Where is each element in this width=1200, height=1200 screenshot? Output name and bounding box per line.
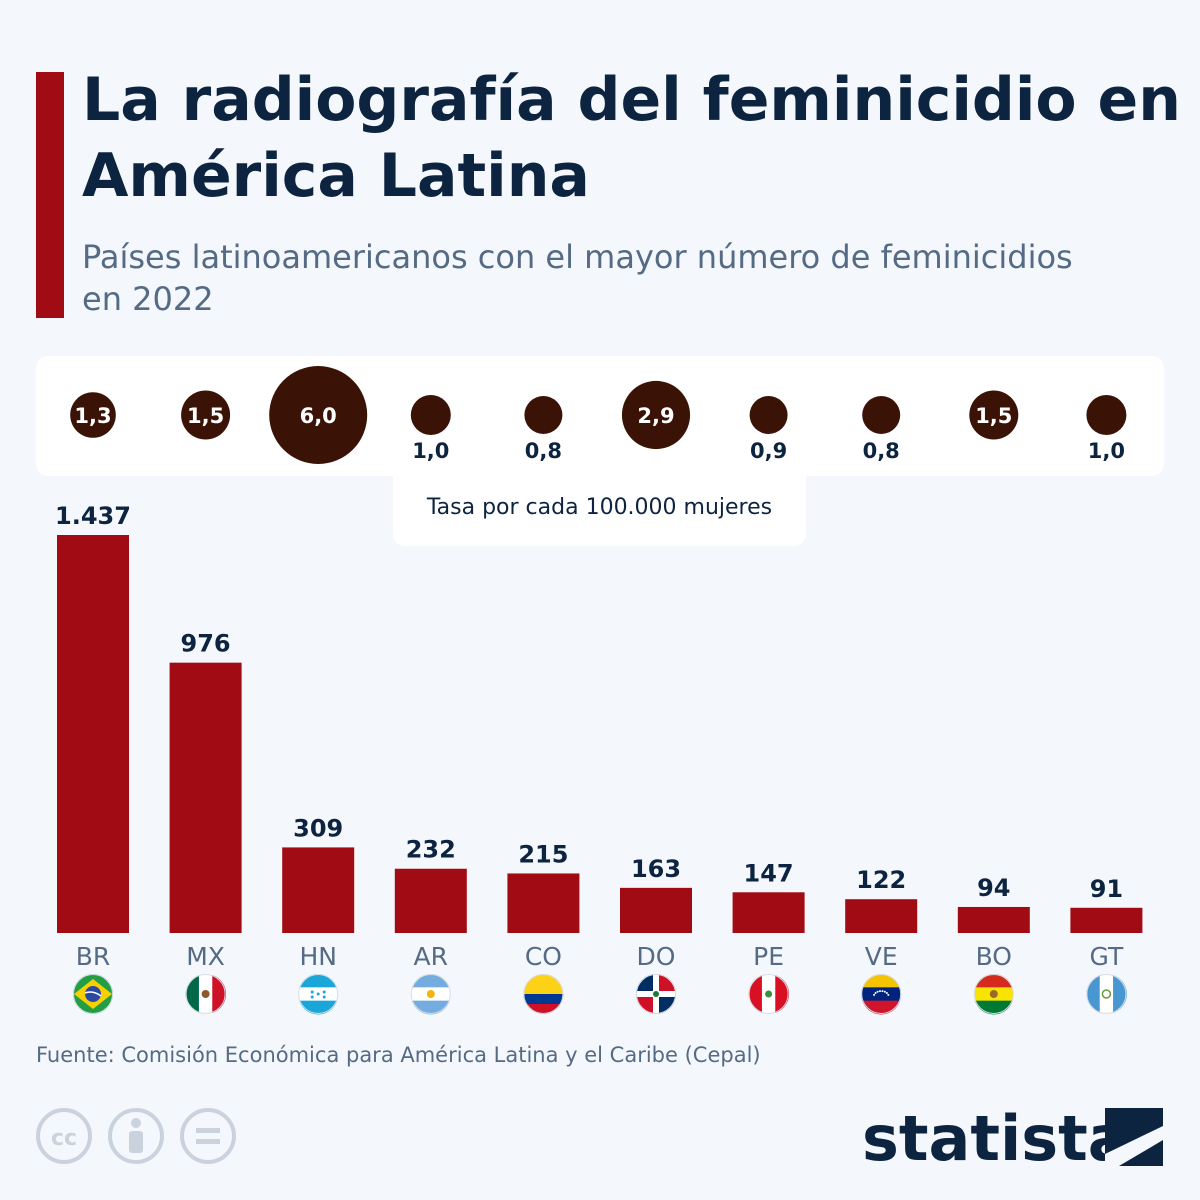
attribution-icon[interactable] [108, 1108, 164, 1164]
category-label-ve: VE [865, 942, 898, 971]
rate-bubble-do[interactable] [621, 380, 691, 450]
venezuela-flag-icon [861, 974, 902, 1015]
value-label-co: 215 [518, 840, 568, 868]
rate-label-pe: 0,9 [750, 439, 787, 463]
rate-label-hn: 6,0 [300, 404, 337, 428]
value-label-gt: 91 [1090, 875, 1123, 903]
rate-bubble-mx[interactable] [181, 390, 231, 440]
bar-pe[interactable] [732, 892, 805, 933]
brand-name: statista [862, 1102, 1130, 1175]
peru-flag-icon [748, 974, 790, 1014]
rate-bubble-ve[interactable] [862, 396, 901, 434]
rate-bubbles: 1,3 1,5 6,0 1,0 0,8 2,9 0,9 0,8 1,5 1,0 [70, 366, 1127, 464]
bar-chart: 1,3 1,5 6,0 1,0 0,8 2,9 0,9 0,8 1,5 1,0 1.437 BR 97… [55, 366, 1143, 1015]
bolivia-flag-icon [973, 974, 1014, 1015]
category-label-pe: PE [753, 942, 784, 971]
category-label-do: DO [637, 942, 676, 971]
category-label-co: CO [525, 942, 562, 971]
rate-label-co: 0,8 [525, 439, 562, 463]
category-label-mx: MX [186, 942, 225, 971]
svg-text:cc: cc [51, 1126, 77, 1151]
bar-co[interactable] [507, 873, 580, 933]
value-label-hn: 309 [293, 814, 343, 842]
argentina-flag-icon [410, 974, 451, 1015]
value-label-do: 163 [631, 855, 681, 883]
category-label-gt: GT [1090, 942, 1124, 971]
source-note: Fuente: Comisión Económica para América … [36, 1043, 761, 1067]
mexico-flag-icon [185, 974, 227, 1014]
statista-logo-icon [1105, 1108, 1163, 1166]
chart-subtitle: Países latinoamericanos con el mayor núm… [82, 238, 1073, 318]
bar-bo[interactable] [957, 906, 1030, 933]
honduras-flag-icon [298, 974, 339, 1015]
bar-ar[interactable] [394, 868, 467, 933]
category-label-hn: HN [299, 942, 337, 971]
rate-bubble-bo[interactable] [969, 390, 1019, 440]
rate-label-mx: 1,5 [187, 404, 224, 428]
rate-bubble-hn[interactable] [269, 366, 368, 464]
license-icons: cc [36, 1108, 236, 1164]
rate-label-bo: 1,5 [975, 404, 1012, 428]
bar-hn[interactable] [282, 847, 355, 933]
title-accent-bar [36, 72, 64, 318]
brazil-flag-icon [73, 974, 113, 1014]
category-label-br: BR [76, 942, 111, 971]
rate-bubble-co[interactable] [524, 396, 563, 434]
value-label-br: 1.437 [55, 502, 131, 530]
value-label-bo: 94 [977, 874, 1010, 902]
cc-icon[interactable]: cc [36, 1108, 92, 1164]
bar-mx[interactable] [169, 662, 242, 933]
bar-ve[interactable] [845, 899, 918, 933]
chart-title: La radiografía del feminicidio en Améric… [82, 65, 1181, 211]
value-label-mx: 976 [181, 630, 231, 658]
rate-label-gt: 1,0 [1088, 439, 1125, 463]
rate-caption-tab [393, 470, 806, 546]
value-label-pe: 147 [744, 859, 794, 887]
guatemala-flag-icon [1086, 974, 1127, 1014]
rate-label-do: 2,9 [637, 404, 674, 428]
rate-label-ve: 0,8 [863, 439, 900, 463]
bars: 1.437 BR 976 MX 309 HN 232 AR 215 CO 163 DO 147 PE 122… [55, 502, 1143, 971]
rate-label-ar: 1,0 [412, 439, 449, 463]
value-label-ve: 122 [856, 866, 906, 894]
rate-caption: Tasa por cada 100.000 mujeres [426, 495, 773, 520]
rate-bubble-pe[interactable] [749, 396, 788, 434]
dominican-republic-flag-icon [636, 974, 676, 1014]
category-label-bo: BO [976, 942, 1012, 971]
flags [73, 974, 1127, 1015]
rate-bubble-gt[interactable] [1086, 394, 1127, 436]
value-label-ar: 232 [406, 836, 456, 864]
bar-gt[interactable] [1070, 907, 1143, 933]
category-label-ar: AR [414, 942, 448, 971]
rate-bubble-ar[interactable] [410, 394, 451, 436]
statista-logo[interactable]: statista [862, 1096, 1172, 1176]
rate-bubble-br[interactable] [70, 392, 116, 438]
bar-do[interactable] [620, 887, 692, 933]
bar-br[interactable] [57, 535, 129, 933]
colombia-flag-icon [523, 974, 564, 1014]
rate-label-br: 1,3 [74, 404, 111, 428]
no-derivatives-icon[interactable] [180, 1108, 236, 1164]
